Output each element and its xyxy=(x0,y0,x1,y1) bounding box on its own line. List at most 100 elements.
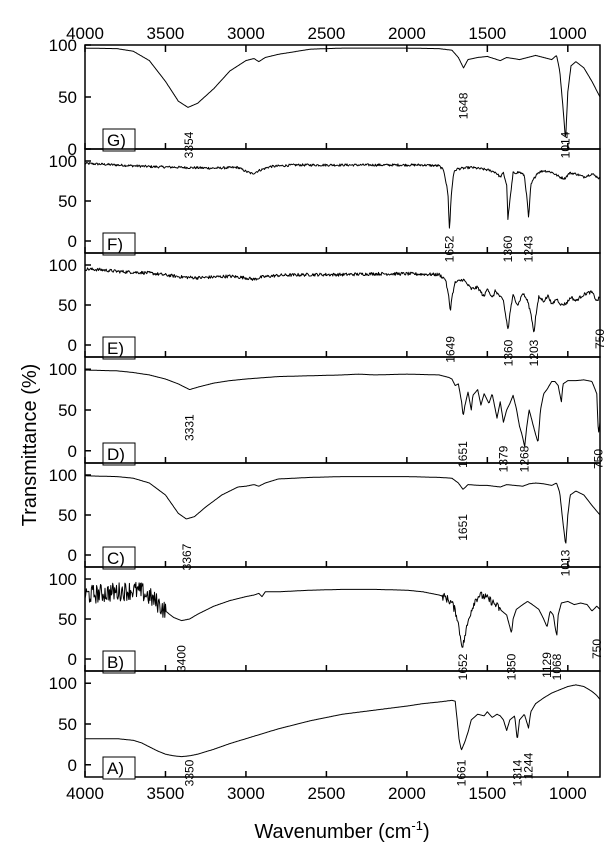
panel-y-tick-label: 100 xyxy=(49,256,77,275)
bottom-x-tick-label: 3500 xyxy=(147,784,185,803)
peak-label: 1379 xyxy=(496,445,510,472)
panel-y-tick-label: 50 xyxy=(58,610,77,629)
panel-y-tick-label: 50 xyxy=(58,506,77,525)
top-x-tick-label: 4000 xyxy=(66,24,104,43)
x-axis-title-suffix: ) xyxy=(423,821,430,843)
peak-label: 3367 xyxy=(180,543,194,570)
spectrum-trace xyxy=(84,161,601,229)
peak-label: 1360 xyxy=(501,339,515,366)
spectrum-trace xyxy=(85,684,601,758)
panel-y-tick-label: 100 xyxy=(49,360,77,379)
panel-label-box xyxy=(102,232,136,256)
x-axis-title: Wavenumber (cm-1) xyxy=(254,818,429,843)
panel-y-tick-label: 0 xyxy=(68,232,77,251)
peak-label: 3354 xyxy=(182,131,196,158)
panel-y-tick-label: 0 xyxy=(68,650,77,669)
peak-label: 1651 xyxy=(456,514,470,541)
top-x-tick-label: 1000 xyxy=(549,24,587,43)
bottom-x-axis: 4000 3500 3000 2500 2000 1500 1000 xyxy=(66,784,587,803)
panel-d: 100 50 0 D) 3331 1651 1379 1268 750 xyxy=(49,356,605,472)
top-x-tick-label: 2500 xyxy=(307,24,345,43)
peak-label: 750 xyxy=(590,639,604,659)
peak-label: 750 xyxy=(591,449,605,469)
bottom-x-tick-label: 2500 xyxy=(307,784,345,803)
panel-y-tick-label: 0 xyxy=(68,546,77,565)
panel-label: C) xyxy=(107,549,125,568)
peak-label: 1652 xyxy=(456,653,470,680)
panel-y-tick-label: 0 xyxy=(68,140,77,159)
panel-label-box xyxy=(102,756,136,780)
panel-e: 100 50 0 E) 1649 1360 1203 750 xyxy=(49,252,605,366)
panel-label: F) xyxy=(107,235,123,254)
panel-y-tick-label: 100 xyxy=(49,152,77,171)
y-axis-title: Transmittance (%) xyxy=(19,364,41,527)
panel-label-box xyxy=(102,442,136,466)
top-x-tick-label: 2000 xyxy=(388,24,426,43)
peak-label: 1360 xyxy=(501,235,515,262)
panel-label: A) xyxy=(107,759,124,778)
x-axis-title-main: Wavenumber (cm xyxy=(254,821,411,843)
peak-label: 1350 xyxy=(504,653,518,680)
spectrum-trace xyxy=(85,47,601,137)
panel-label-box xyxy=(102,650,136,674)
panel-y-tick-label: 50 xyxy=(58,401,77,420)
panel-c: 100 50 0 C) 3367 1651 1013 xyxy=(49,462,601,576)
peak-label: 1649 xyxy=(443,336,457,363)
panel-y-tick-label: 100 xyxy=(49,466,77,485)
spectrum-trace xyxy=(84,369,601,448)
bottom-x-tick-label: 3000 xyxy=(227,784,265,803)
peak-label: 1661 xyxy=(454,759,468,786)
peak-label: 1652 xyxy=(443,235,457,262)
panel-y-tick-label: 100 xyxy=(49,36,77,55)
peak-label: 1243 xyxy=(522,235,536,262)
bottom-x-tick-label: 2000 xyxy=(388,784,426,803)
peak-label: 3331 xyxy=(183,414,197,441)
panel-label: E) xyxy=(107,339,124,358)
panel-y-tick-label: 50 xyxy=(58,192,77,211)
spectrum-trace xyxy=(85,475,601,544)
top-x-tick-label: 1500 xyxy=(468,24,506,43)
peak-label: 3400 xyxy=(175,645,189,672)
panel-frame xyxy=(84,252,601,358)
panel-y-tick-label: 0 xyxy=(68,442,77,461)
peak-label: 1068 xyxy=(550,653,564,680)
peak-label: 1244 xyxy=(522,752,536,779)
peak-label: 1014 xyxy=(559,131,573,158)
panel-label: B) xyxy=(107,653,124,672)
panel-y-tick-label: 50 xyxy=(58,88,77,107)
panel-f: 100 50 0 F) 1652 1360 1243 xyxy=(49,148,601,262)
bottom-x-tick-label: 1500 xyxy=(468,784,506,803)
panel-label-box xyxy=(102,336,136,360)
spectrum-trace xyxy=(84,581,601,648)
panel-label: D) xyxy=(107,445,125,464)
panel-label: G) xyxy=(107,131,126,150)
panel-g: 100 50 0 G) 3354 1648 1014 xyxy=(49,36,601,159)
peak-label: 1648 xyxy=(457,92,471,119)
spectrum-trace xyxy=(84,267,601,333)
peak-label: 1013 xyxy=(559,549,573,576)
x-axis-title-superscript: -1 xyxy=(411,818,423,833)
panel-y-tick-label: 100 xyxy=(49,570,77,589)
spectra-panels: 100 50 0 G) 3354 1648 1014 100 50 0 F) 1652 1360 1243… xyxy=(49,36,605,786)
panel-frame xyxy=(84,566,601,672)
panel-y-tick-label: 0 xyxy=(68,756,77,775)
panel-frame xyxy=(84,44,601,150)
top-x-axis: 4000 3500 3000 2500 2000 1500 1000 xyxy=(66,24,587,52)
panel-label-box xyxy=(102,546,136,570)
peak-label: 1268 xyxy=(518,445,532,472)
peak-label: 1314 xyxy=(510,759,524,786)
panel-label-box xyxy=(102,128,136,152)
peak-label: 1203 xyxy=(527,339,541,366)
top-x-tick-label: 3000 xyxy=(227,24,265,43)
bottom-x-tick-label: 4000 xyxy=(66,784,104,803)
panel-y-tick-label: 50 xyxy=(58,296,77,315)
peak-label: 750 xyxy=(593,329,605,349)
panel-frame xyxy=(84,462,601,568)
top-x-tick-label: 3500 xyxy=(147,24,185,43)
panel-y-tick-label: 50 xyxy=(58,715,77,734)
bottom-x-tick-label: 1000 xyxy=(549,784,587,803)
panel-y-tick-label: 0 xyxy=(68,336,77,355)
